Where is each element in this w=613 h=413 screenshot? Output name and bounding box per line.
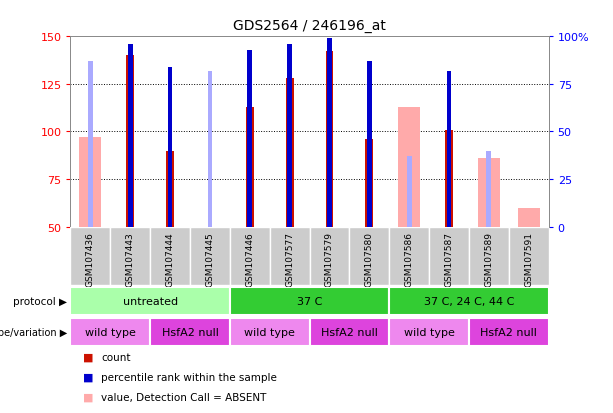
Bar: [246, 107, 254, 227]
Bar: [70, 318, 150, 347]
Bar: [349, 227, 389, 285]
Text: HsfA2 null: HsfA2 null: [481, 328, 537, 337]
Text: count: count: [101, 352, 131, 362]
Bar: [287, 136, 292, 227]
Text: GSM107446: GSM107446: [245, 232, 254, 286]
Text: wild type: wild type: [245, 328, 295, 337]
Text: genotype/variation ▶: genotype/variation ▶: [0, 328, 67, 337]
Bar: [248, 50, 252, 227]
Bar: [518, 208, 539, 227]
Text: GSM107579: GSM107579: [325, 232, 334, 287]
Bar: [365, 140, 373, 227]
Bar: [80, 138, 101, 227]
Text: GSM107580: GSM107580: [365, 232, 374, 287]
Text: untreated: untreated: [123, 297, 178, 306]
Text: wild type: wild type: [85, 328, 135, 337]
Text: GSM107577: GSM107577: [285, 232, 294, 287]
Text: HsfA2 null: HsfA2 null: [321, 328, 378, 337]
Bar: [286, 79, 294, 227]
Text: GSM107589: GSM107589: [484, 232, 493, 287]
Text: ■: ■: [83, 412, 93, 413]
Text: value, Detection Call = ABSENT: value, Detection Call = ABSENT: [101, 392, 267, 402]
Bar: [310, 227, 349, 285]
Bar: [478, 159, 500, 227]
Text: GSM107443: GSM107443: [126, 232, 135, 286]
Bar: [166, 151, 174, 227]
Text: GSM107444: GSM107444: [166, 232, 175, 286]
Bar: [389, 227, 429, 285]
Bar: [429, 227, 469, 285]
Bar: [88, 62, 93, 227]
Text: GSM107591: GSM107591: [524, 232, 533, 287]
Text: 37 C, 24 C, 44 C: 37 C, 24 C, 44 C: [424, 297, 514, 306]
Bar: [389, 287, 549, 316]
Bar: [190, 227, 230, 285]
Bar: [310, 318, 389, 347]
Bar: [367, 62, 371, 227]
Bar: [110, 227, 150, 285]
Text: 37 C: 37 C: [297, 297, 322, 306]
Text: wild type: wild type: [404, 328, 454, 337]
Text: HsfA2 null: HsfA2 null: [162, 328, 218, 337]
Bar: [126, 56, 134, 227]
Text: GDS2564 / 246196_at: GDS2564 / 246196_at: [233, 19, 386, 33]
Bar: [270, 227, 310, 285]
Text: ■: ■: [83, 372, 93, 382]
Text: percentile rank within the sample: percentile rank within the sample: [101, 372, 277, 382]
Text: GSM107587: GSM107587: [444, 232, 454, 287]
Bar: [326, 52, 333, 227]
Text: GSM107436: GSM107436: [86, 232, 95, 287]
Text: rank, Detection Call = ABSENT: rank, Detection Call = ABSENT: [101, 412, 262, 413]
Bar: [389, 318, 469, 347]
Text: GSM107445: GSM107445: [205, 232, 215, 286]
Bar: [407, 157, 411, 227]
Bar: [230, 227, 270, 285]
Bar: [150, 318, 230, 347]
Bar: [445, 130, 453, 227]
Bar: [168, 68, 172, 227]
Bar: [230, 287, 389, 316]
Bar: [230, 318, 310, 347]
Bar: [70, 287, 230, 316]
Bar: [128, 45, 132, 227]
Bar: [398, 107, 420, 227]
Text: GSM107586: GSM107586: [405, 232, 414, 287]
Bar: [208, 71, 212, 227]
Bar: [469, 227, 509, 285]
Bar: [487, 151, 491, 227]
Bar: [447, 71, 451, 227]
Bar: [150, 227, 190, 285]
Bar: [287, 45, 292, 227]
Bar: [469, 318, 549, 347]
Text: ■: ■: [83, 352, 93, 362]
Text: protocol ▶: protocol ▶: [13, 297, 67, 306]
Bar: [509, 227, 549, 285]
Text: ■: ■: [83, 392, 93, 402]
Bar: [70, 227, 110, 285]
Bar: [327, 39, 332, 227]
